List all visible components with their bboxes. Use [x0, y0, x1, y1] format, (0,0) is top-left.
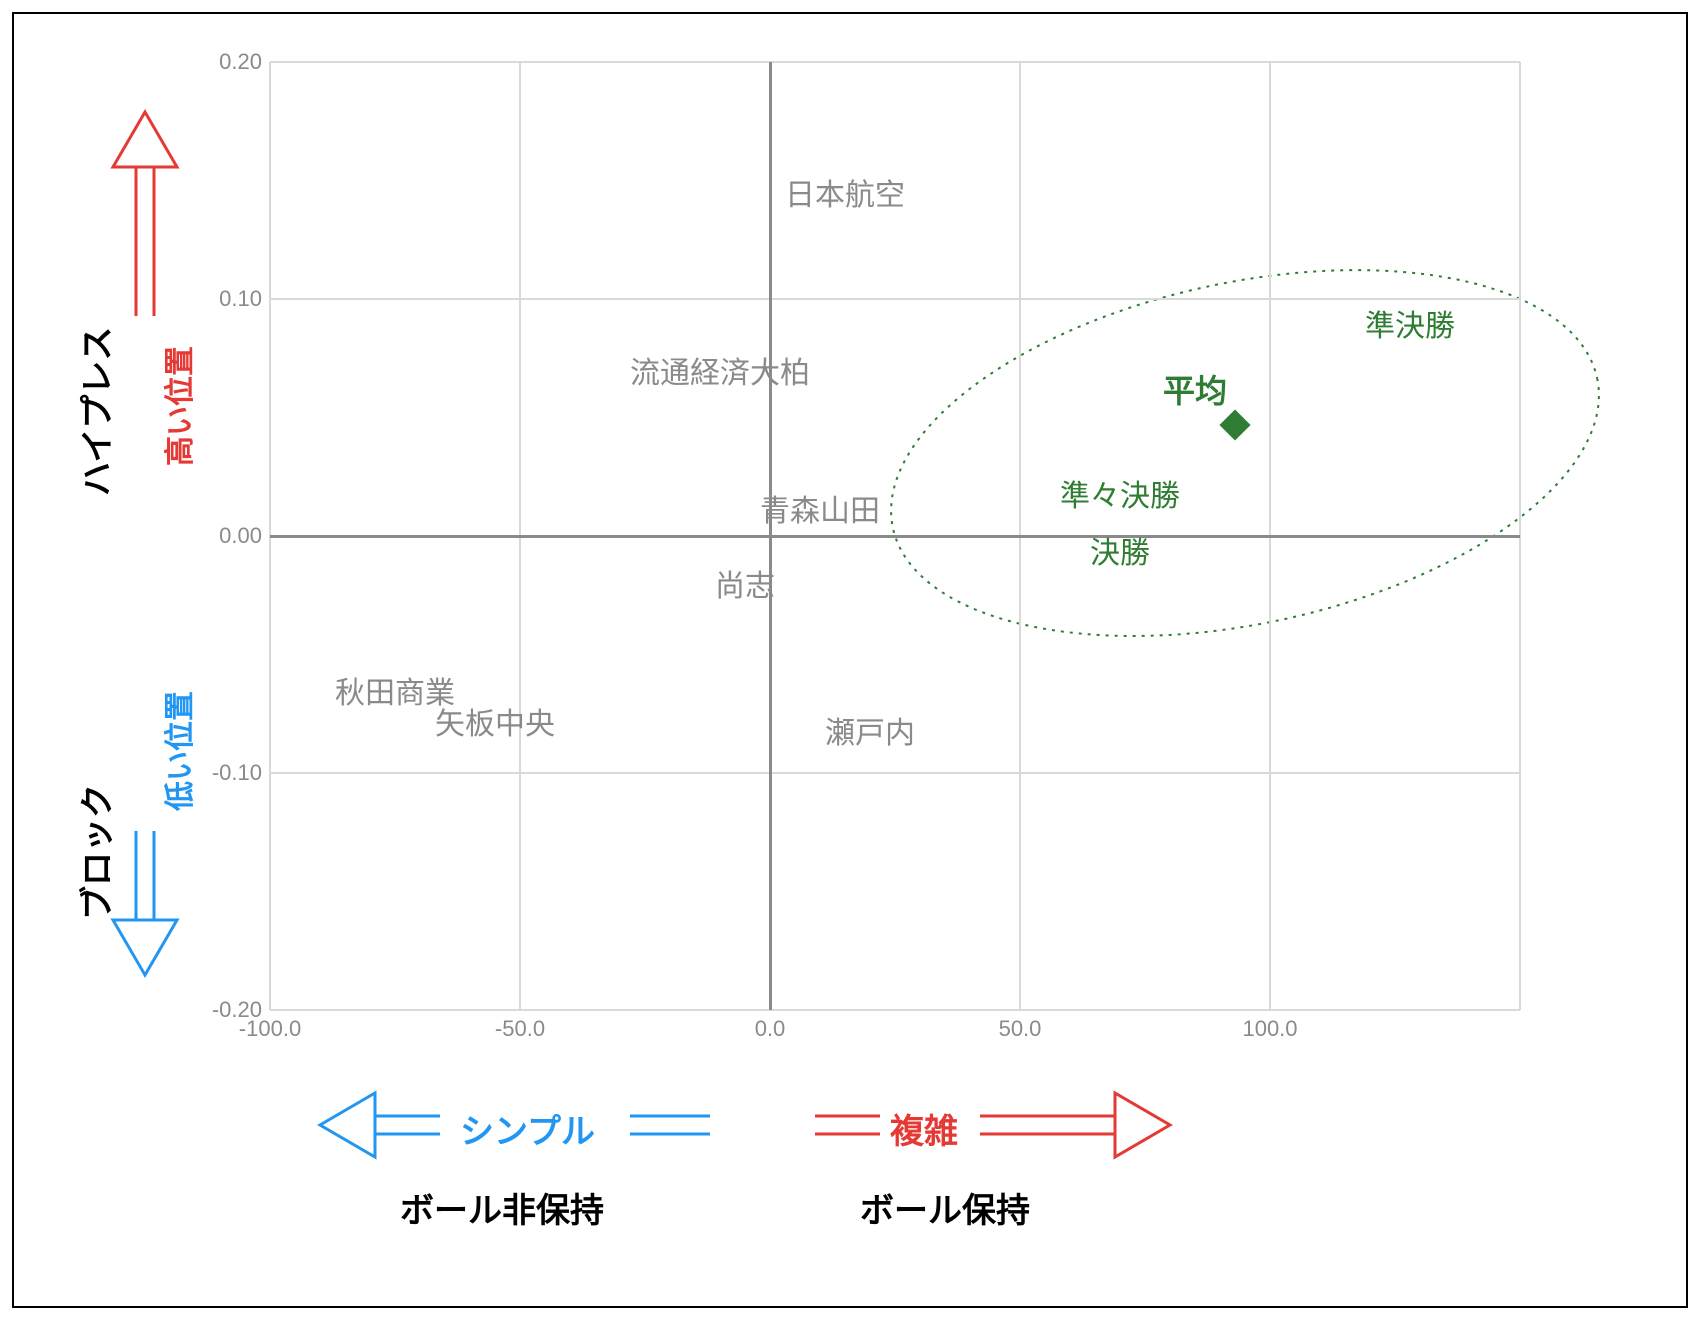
- y-tick-label: -0.10: [212, 760, 262, 786]
- highlight-label: 平均: [1163, 366, 1227, 412]
- y-tick-label: 0.00: [219, 523, 262, 549]
- y-tick-label: -0.20: [212, 997, 262, 1023]
- y-tick-label: 0.20: [219, 49, 262, 75]
- grid-hline: [270, 772, 1520, 774]
- x-tick-label: 0.0: [720, 1016, 820, 1042]
- scatter-label: 尚志: [715, 561, 775, 605]
- scatter-label: 矢板中央: [435, 699, 555, 743]
- scatter-label: 青森山田: [760, 486, 880, 530]
- x-zero-axis: [270, 535, 1520, 538]
- grid-hline: [270, 1009, 1520, 1011]
- scatter-label: 日本航空: [785, 170, 905, 214]
- x-tick-label: 100.0: [1220, 1016, 1320, 1042]
- grid-hline: [270, 298, 1520, 300]
- grid-hline: [270, 61, 1520, 63]
- highlight-label: 決勝: [1090, 528, 1150, 572]
- x-tick-label: 50.0: [970, 1016, 1070, 1042]
- highlight-label: 準決勝: [1365, 301, 1455, 345]
- x-tick-label: -50.0: [470, 1016, 570, 1042]
- scatter-label: 瀬戸内: [825, 708, 915, 752]
- highlight-label: 準々決勝: [1060, 471, 1180, 515]
- y-tick-label: 0.10: [219, 286, 262, 312]
- scatter-label: 流通経済大柏: [630, 348, 810, 392]
